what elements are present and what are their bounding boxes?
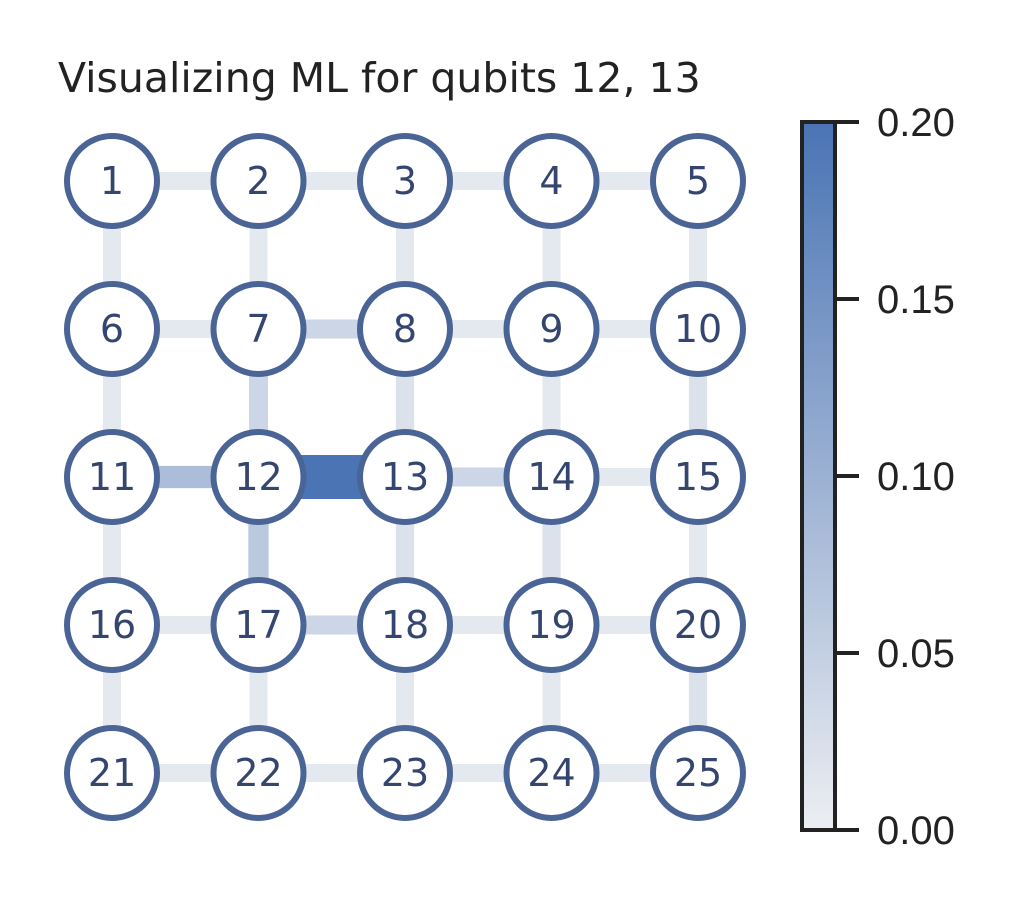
qubit-label: 24 [527,751,575,795]
qubit-circle [64,429,160,525]
qubit-node-14: 14 [503,429,600,525]
qubit-node-16: 16 [64,577,160,673]
colorbar-ticks: 0.00 0.05 0.10 0.15 0.20 [835,101,955,853]
figure-title: Visualizing ML for qubits 12, 13 [58,54,701,102]
qubit-node-15: 15 [650,429,746,525]
qubit-circle [650,281,746,377]
qubit-label: 5 [686,159,710,203]
qubit-label: 7 [246,307,270,351]
qubit-node-7: 7 [210,281,307,377]
qubit-node-8: 8 [357,281,453,377]
qubit-label: 2 [246,159,270,203]
qubit-node-12: 12 [210,429,307,525]
qubit-label: 8 [393,307,417,351]
qubit-circle [210,725,307,821]
qubit-node-23: 23 [357,725,453,821]
qubit-label: 21 [88,751,136,795]
qubit-node-10: 10 [650,281,746,377]
qubit-circle [503,281,600,377]
qubit-label: 12 [234,455,282,499]
qubit-circle [357,577,453,673]
qubit-node-11: 11 [64,429,160,525]
qubit-label: 11 [88,455,136,499]
qubit-circle [210,281,307,377]
qubit-circle [210,429,307,525]
qubit-node-5: 5 [650,133,746,229]
qubit-circle [357,725,453,821]
qubit-circle [357,133,453,229]
colorbar-tick-label: 0.10 [877,455,955,499]
qubit-circle [503,577,600,673]
colorbar-gradient [800,120,837,832]
qubit-circle [503,429,600,525]
qubit-circle [210,133,307,229]
qubit-label: 20 [674,603,722,647]
qubit-circle [210,577,307,673]
qubit-node-2: 2 [210,133,307,229]
qubit-label: 13 [381,455,429,499]
qubit-node-22: 22 [210,725,307,821]
qubit-circle [64,133,160,229]
qubit-node-9: 9 [503,281,600,377]
qubit-node-18: 18 [357,577,453,673]
qubit-circle [650,133,746,229]
colorbar: 0.00 0.05 0.10 0.15 0.20 [800,101,955,853]
colorbar-tick-label: 0.20 [877,101,955,145]
qubit-label: 23 [381,751,429,795]
qubit-label: 22 [234,751,282,795]
qubit-node-21: 21 [64,725,160,821]
qubit-node-3: 3 [357,133,453,229]
qubit-label: 9 [539,307,563,351]
qubit-label: 18 [381,603,429,647]
qubit-circle [503,133,600,229]
qubit-node-20: 20 [650,577,746,673]
qubit-node-1: 1 [64,133,160,229]
qubit-circle [503,725,600,821]
qubit-circle [357,281,453,377]
qubit-label: 10 [674,307,722,351]
qubit-label: 3 [393,159,417,203]
qubit-label: 19 [527,603,575,647]
qubit-label: 14 [527,455,575,499]
qubit-node-6: 6 [64,281,160,377]
qubit-label: 16 [88,603,136,647]
colorbar-tick-label: 0.15 [877,278,955,322]
qubit-label: 4 [539,159,563,203]
qubit-circle [650,725,746,821]
qubit-circle [64,577,160,673]
qubit-node-19: 19 [503,577,600,673]
qubit-circle [650,429,746,525]
qubit-node-17: 17 [210,577,307,673]
qubit-node-4: 4 [503,133,600,229]
colorbar-tick-label: 0.00 [877,809,955,853]
qubit-circle [650,577,746,673]
qubit-circle [357,429,453,525]
qubit-circle [64,281,160,377]
qubit-node-25: 25 [650,725,746,821]
qubit-label: 17 [234,603,282,647]
qubit-label: 25 [674,751,722,795]
qubit-label: 1 [100,159,124,203]
qubit-label: 15 [674,455,722,499]
qubit-node-24: 24 [503,725,600,821]
qubit-node-13: 13 [357,429,453,525]
colorbar-tick-label: 0.05 [877,632,955,676]
qubit-label: 6 [100,307,124,351]
qubit-circle [64,725,160,821]
